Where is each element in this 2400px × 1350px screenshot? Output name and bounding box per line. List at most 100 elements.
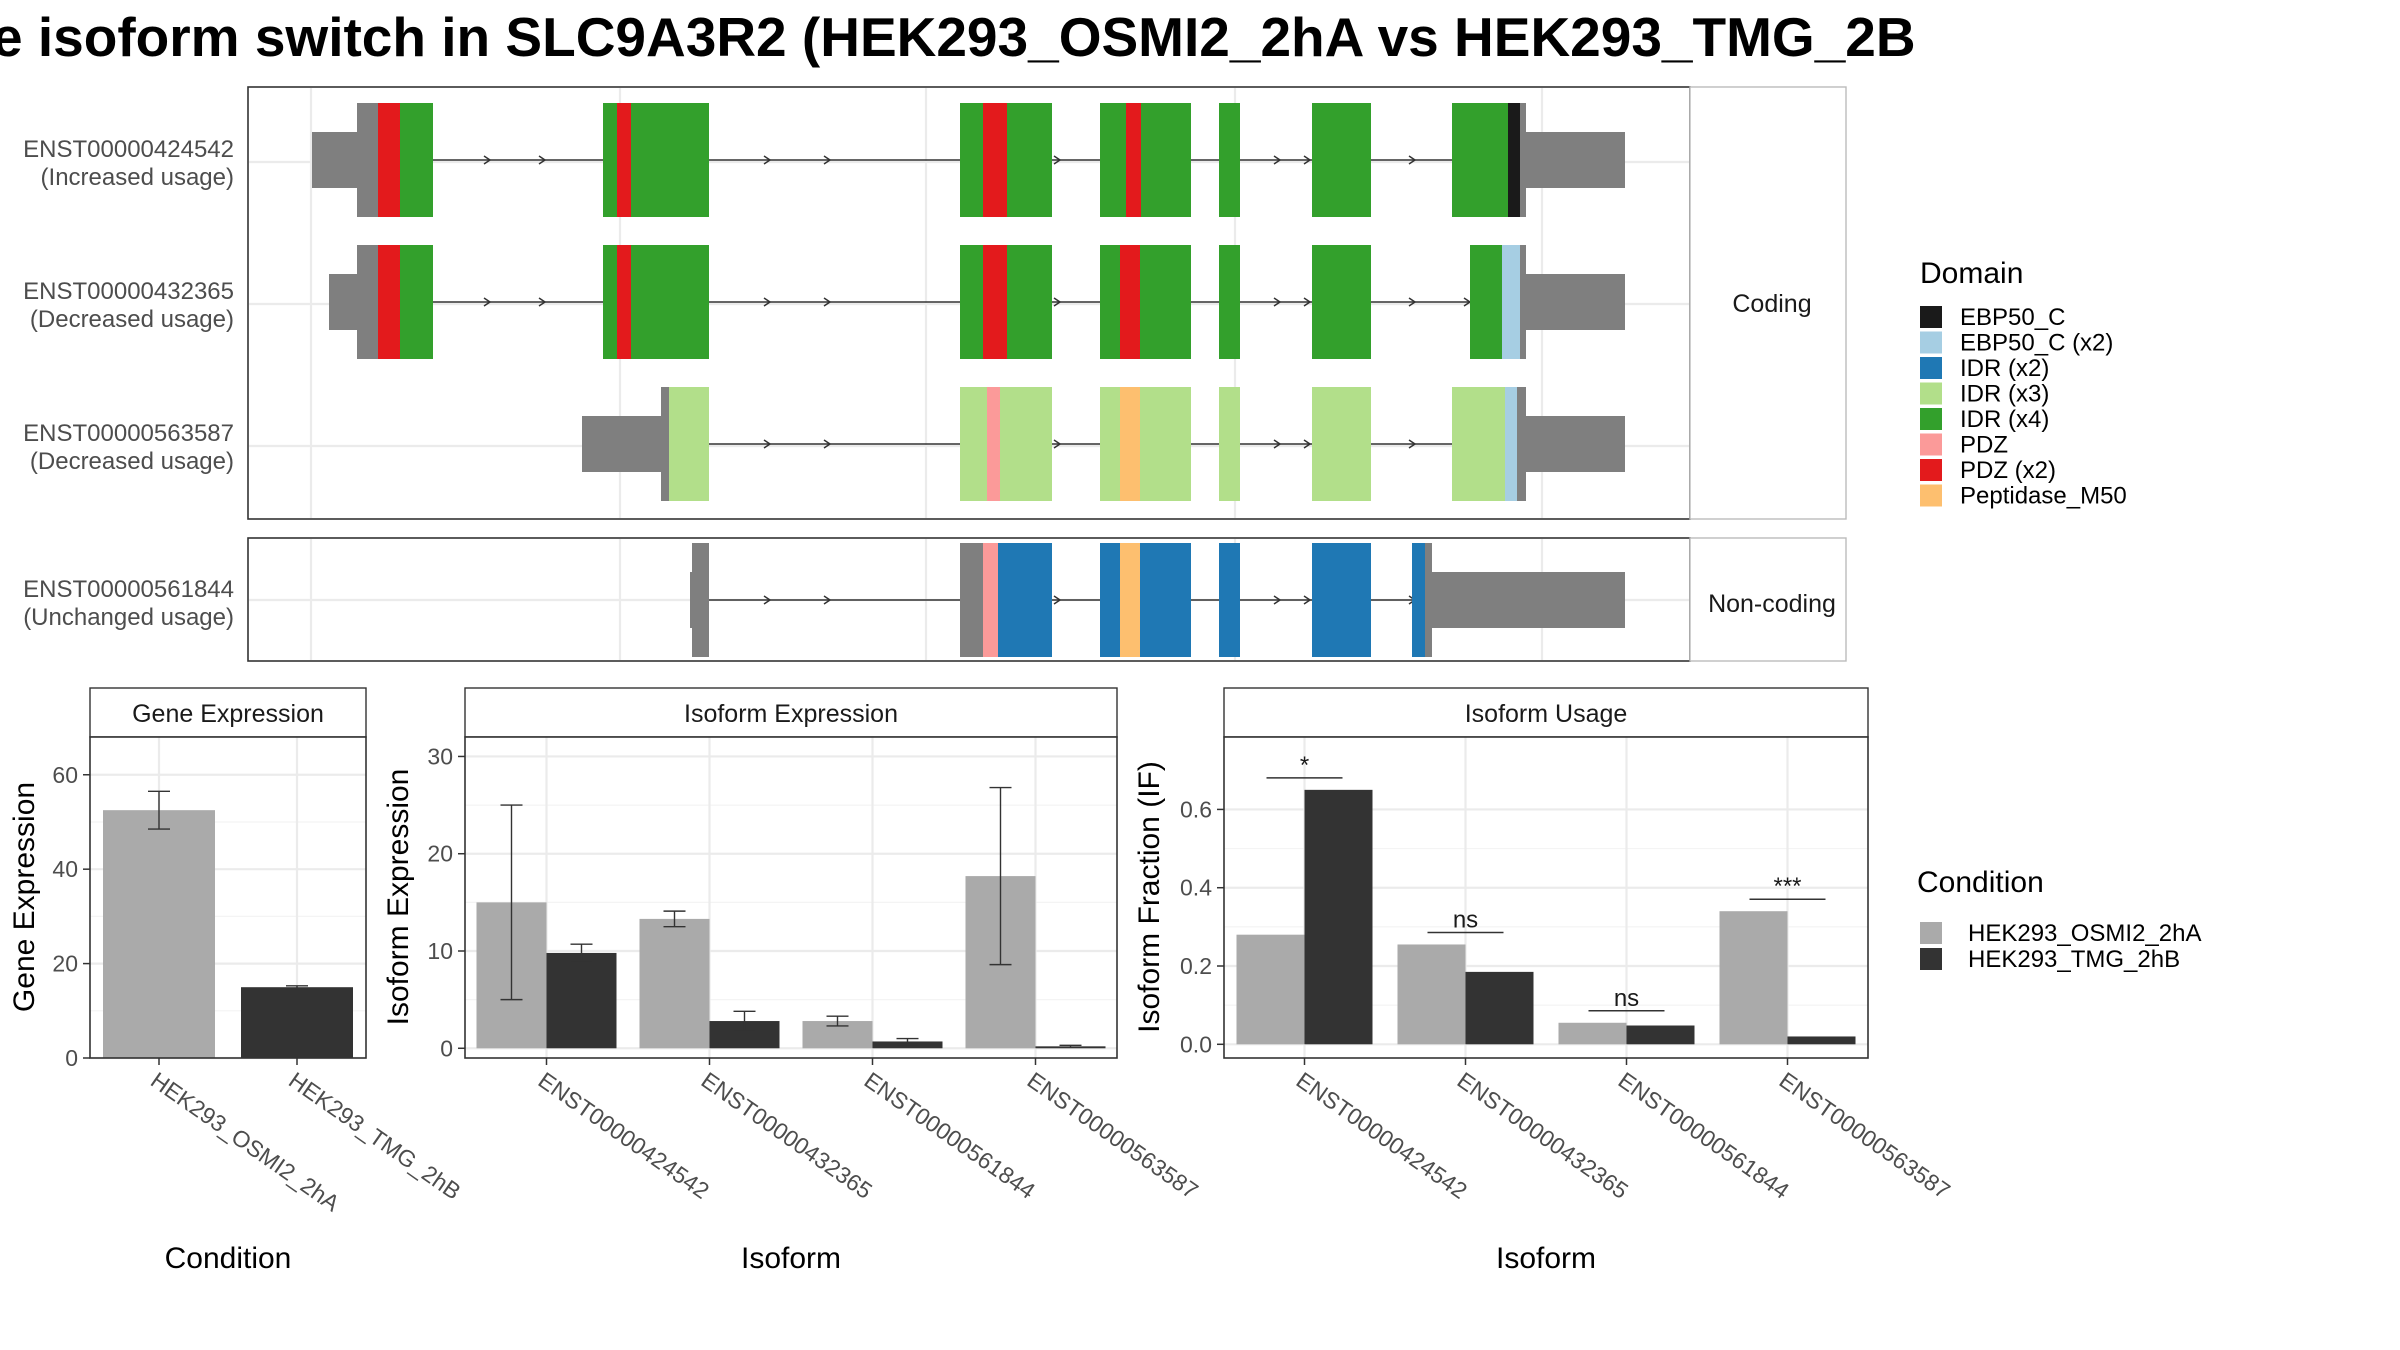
exon-domain-segment	[1007, 103, 1052, 217]
y-tick-label: 40	[52, 856, 78, 882]
intron-arrow	[1053, 439, 1062, 449]
y-tick-label: 0.4	[1180, 875, 1212, 901]
significance-label: ns	[1453, 906, 1478, 933]
significance-label: *	[1300, 752, 1309, 779]
utr-exon	[1522, 132, 1625, 188]
y-tick-label: 20	[427, 841, 453, 867]
domain-legend-label: IDR (x4)	[1960, 406, 2049, 433]
intron-arrow	[1053, 595, 1062, 605]
exon-domain-segment	[1520, 245, 1526, 359]
significance-label: ns	[1614, 985, 1639, 1012]
x-tick-label: ENST00000424542	[1292, 1067, 1472, 1204]
exon-domain-segment	[1100, 387, 1120, 501]
exon-domain-segment	[960, 387, 987, 501]
exon-domain-segment	[1141, 103, 1191, 217]
y-tick-label: 0	[440, 1035, 453, 1061]
intron-arrow	[1408, 155, 1417, 165]
exon-domain-segment	[983, 103, 1007, 217]
bar	[1397, 944, 1466, 1045]
exon-domain-segment	[603, 103, 617, 217]
y-tick-label: 30	[427, 743, 453, 769]
exon-domain-segment	[1520, 103, 1526, 217]
intron-arrow	[763, 297, 772, 307]
y-axis-title: Isoform Expression	[382, 769, 415, 1026]
bar	[1719, 911, 1788, 1045]
intron-arrow	[763, 439, 772, 449]
facet-strip	[1689, 86, 1847, 520]
exon-domain-segment	[983, 245, 1007, 359]
exon-domain-segment	[1517, 387, 1526, 501]
bar	[546, 952, 617, 1049]
intron-arrow	[1273, 155, 1282, 165]
transcript-id-label: ENST00000424542	[23, 136, 234, 163]
exon-domain-segment	[1120, 543, 1140, 657]
utr-exon	[329, 274, 357, 330]
x-tick-label: ENST00000563587	[1023, 1067, 1203, 1204]
exon-domain-segment	[1219, 543, 1240, 657]
exon-domain-segment	[1425, 543, 1432, 657]
intron-arrow	[483, 155, 492, 165]
utr-exon	[312, 132, 357, 188]
exon-domain-segment	[960, 103, 983, 217]
exon-domain-segment	[1140, 387, 1191, 501]
intron-arrow	[1408, 297, 1417, 307]
exon-domain-segment	[1502, 245, 1520, 359]
exon-domain-segment	[692, 543, 709, 657]
exon-domain-segment	[960, 245, 983, 359]
bar	[103, 810, 215, 1058]
domain-legend-label: PDZ	[1960, 432, 2008, 459]
intron-arrow	[763, 595, 772, 605]
exon-domain-segment	[617, 103, 631, 217]
isoform-expression-chart: Isoform Expression 0 10 20 30 ENST00000424542…	[382, 687, 1203, 1275]
exon-domain-segment	[1000, 387, 1052, 501]
exon-domain-segment	[1312, 245, 1371, 359]
transcript-usage-label: (Decreased usage)	[30, 306, 234, 333]
exon-domain-segment	[1126, 103, 1141, 217]
chart-title-strip	[89, 687, 367, 738]
domain-legend-label: PDZ (x2)	[1960, 457, 2056, 484]
exon-domain-segment	[1312, 103, 1371, 217]
domain-legend-label: EBP50_C (x2)	[1960, 330, 2113, 357]
facet-label-coding: Coding	[1732, 290, 1811, 318]
bar	[1304, 789, 1373, 1045]
y-tick-label: 0.2	[1180, 953, 1212, 979]
significance-label: ***	[1773, 873, 1801, 900]
y-axis-title: Isoform Fraction (IF)	[1133, 761, 1166, 1033]
intron-arrow	[823, 595, 832, 605]
exon-domain-segment	[1219, 103, 1240, 217]
exon-domain-segment	[1120, 387, 1140, 501]
exon-domain-segment	[983, 543, 998, 657]
transcript-usage-label: (Unchanged usage)	[23, 604, 234, 631]
domain-legend-title: Domain	[1920, 257, 2023, 290]
utr-exon	[1425, 572, 1625, 628]
y-tick-label: 20	[52, 951, 78, 977]
bar	[1626, 1025, 1695, 1045]
chart-title: Isoform Expression	[684, 700, 898, 728]
exon-domain-segment	[603, 245, 617, 359]
bar	[241, 987, 353, 1058]
facet-strip	[1689, 537, 1847, 662]
intron-arrow	[823, 155, 832, 165]
chart-title: Isoform Usage	[1465, 700, 1628, 728]
domain-legend-swatch	[1920, 484, 1942, 507]
exon-domain-segment	[631, 103, 709, 217]
intron-arrow	[1273, 595, 1282, 605]
x-tick-label: ENST00000432365	[1453, 1067, 1633, 1204]
utr-exon	[1522, 274, 1625, 330]
exon-domain-segment	[1120, 245, 1140, 359]
isoform-usage-chart: Isoform Usage * ns ns *** 0.0 0.2 0.4 0.6 ENST000…	[1133, 687, 1955, 1275]
intron-arrow	[1303, 297, 1312, 307]
domain-legend-swatch	[1920, 433, 1942, 456]
exon-domain-segment	[357, 245, 378, 359]
chart-frame	[464, 736, 1118, 1059]
x-tick-label: ENST00000432365	[697, 1067, 877, 1204]
gene-expression-chart: Gene Expression0204060HEK293_OSMI2_2hAHE…	[8, 687, 466, 1275]
domain-legend-swatch	[1920, 382, 1942, 405]
x-tick-label: ENST00000561844	[1614, 1067, 1795, 1204]
exon-domain-segment	[987, 387, 1000, 501]
condition-legend-swatch	[1920, 922, 1942, 944]
intron-arrow	[763, 155, 772, 165]
figure-title: e isoform switch in SLC9A3R2 (HEK293_OSM…	[0, 6, 1916, 68]
